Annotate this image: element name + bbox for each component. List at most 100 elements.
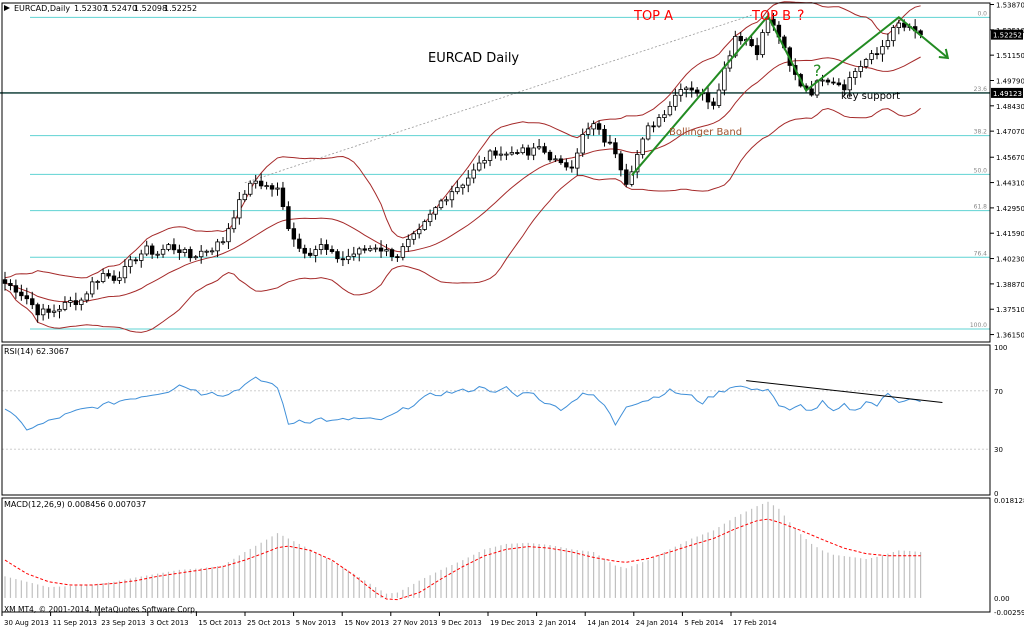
price-tick-label: 1.36150 (996, 332, 1024, 340)
macd-tick-label: -0.002599 (994, 609, 1024, 617)
candle-body (863, 59, 869, 67)
candle-body (149, 245, 155, 255)
candle (874, 47, 880, 60)
candle-body (378, 247, 384, 252)
candle (624, 163, 629, 188)
candle (111, 270, 117, 284)
candle-body (564, 162, 569, 168)
candle (476, 155, 482, 172)
support-price-label-bg (991, 87, 1023, 98)
candle-body (422, 221, 427, 230)
candle (853, 68, 858, 85)
candle (438, 198, 444, 210)
candle-body (313, 249, 318, 256)
candle-body (733, 36, 738, 57)
candle (24, 287, 29, 305)
text-labels: EURCAD,Daily 1.52307 1.52470 1.52098 1.5… (4, 4, 900, 614)
candle-body (651, 125, 656, 128)
rsi-line (4, 376, 921, 431)
candle (226, 223, 231, 250)
candle-body (624, 169, 629, 185)
candle-body (226, 228, 231, 243)
candle-body (754, 45, 760, 56)
candle (2, 271, 8, 291)
bollinger-bands (4, 1, 921, 333)
candle-body (209, 250, 215, 253)
date-tick-label: 23 Sep 2013 (101, 619, 145, 627)
date-tick-label: 2 Jan 2014 (539, 619, 577, 627)
candle-body (722, 67, 727, 91)
candle (618, 150, 624, 177)
candle-body (885, 40, 891, 47)
candle (177, 244, 182, 260)
candle (662, 110, 667, 122)
candle (275, 182, 280, 196)
macd-signal-line (4, 518, 921, 601)
candle-body (275, 187, 280, 190)
candle (536, 138, 542, 151)
rsi-panel (2, 376, 990, 450)
annotation-top-b-question: ? (797, 8, 804, 24)
candle-body (231, 217, 237, 230)
candle (547, 149, 553, 163)
candle (248, 180, 253, 197)
candle-body (765, 18, 771, 33)
rsi-tick-label: 70 (994, 388, 1003, 396)
candle-body (711, 101, 716, 106)
candle (645, 122, 651, 141)
candle-body (635, 154, 640, 173)
candle (373, 244, 378, 253)
candle (144, 240, 149, 257)
candle-body (351, 253, 356, 257)
candle-body (575, 152, 580, 169)
candle-body (520, 147, 525, 154)
candle (466, 170, 471, 193)
candle (825, 77, 831, 86)
candle (613, 137, 618, 159)
candle (553, 155, 558, 163)
chart-header-close: 1.52252 (164, 4, 197, 13)
price-tick-label: 1.42950 (996, 205, 1024, 213)
candle (607, 135, 613, 145)
candle-body (340, 258, 346, 261)
candle (264, 181, 269, 190)
candle-body (318, 244, 324, 251)
candle-body (438, 200, 444, 209)
annotation-arrow-question: ? (813, 61, 822, 80)
candle (117, 271, 122, 284)
date-tick-label: 30 Aug 2013 (4, 619, 49, 627)
candle (569, 160, 574, 173)
candle (596, 120, 602, 135)
candle-body (684, 87, 689, 90)
price-tick-label: 1.45670 (996, 154, 1024, 162)
date-tick-label: 15 Oct 2013 (198, 619, 241, 627)
candle (520, 144, 525, 155)
candle (449, 185, 455, 208)
candle (35, 302, 40, 323)
candle (542, 142, 547, 155)
candle (155, 251, 160, 259)
price-tick-label: 1.51150 (996, 52, 1024, 60)
candle (509, 146, 515, 156)
candle-body (117, 277, 122, 281)
candle (297, 233, 302, 253)
price-tick-label: 1.37510 (996, 306, 1024, 314)
candle-body (160, 248, 166, 255)
candle (460, 183, 465, 195)
candle (378, 240, 384, 258)
candle-body (662, 114, 667, 119)
candle (640, 137, 645, 159)
rsi-panel-frame (1, 344, 991, 496)
candle-body (411, 233, 416, 240)
fib-level-label: 23.6 (974, 86, 988, 93)
candle-body (460, 184, 465, 189)
candle (166, 242, 171, 252)
candle-body (869, 53, 874, 60)
candle (471, 163, 476, 184)
macd-label: MACD(12,26,9) 0.008456 0.007037 (4, 500, 146, 509)
candle (13, 279, 19, 299)
candle (656, 114, 662, 128)
candle-body (498, 153, 504, 156)
candle-body (8, 283, 13, 287)
candle-body (329, 249, 335, 252)
